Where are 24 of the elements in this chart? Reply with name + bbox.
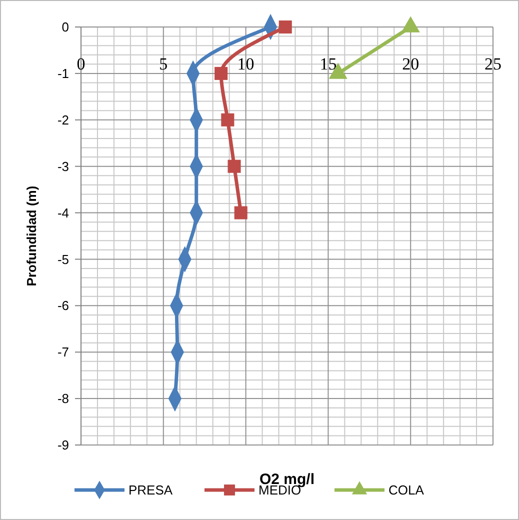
x-tick-label: 15 [320,54,337,74]
y-tick-label: -8 [57,391,69,406]
point [228,160,241,173]
y-tick-label: -2 [57,112,69,128]
point [221,113,234,126]
x-tick-label: 20 [402,54,420,74]
y-tick-label: -1 [57,66,69,81]
point [278,20,292,34]
y-tick-label: -6 [57,298,69,314]
y-tick-label: -5 [57,252,69,267]
x-tick-label: 0 [76,54,86,74]
x-tick-label: 5 [159,54,168,74]
legend-label: PRESA [128,482,173,498]
point [234,206,248,220]
point [214,66,228,80]
y-tick-label: -3 [57,158,69,174]
y-tick-label: -9 [57,438,69,453]
x-tick-label: 10 [237,54,254,74]
y-tick-label: -4 [57,205,69,220]
x-tick-label: 25 [484,54,502,74]
y-tick-label: 0 [62,20,69,35]
legend-label: COLA [388,482,424,498]
y-axis-title: Profundidad (m) [24,186,39,286]
y-tick-label: -7 [57,344,69,360]
